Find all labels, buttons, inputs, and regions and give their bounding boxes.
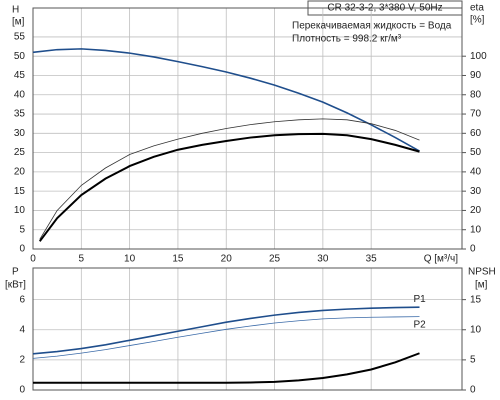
- curve: [33, 352, 420, 384]
- y2-tick-label: 15: [470, 294, 482, 305]
- y2-tick-label: 60: [470, 128, 482, 139]
- y-tick-label: 45: [14, 70, 26, 81]
- y2-tick-label: 80: [470, 89, 482, 100]
- y2-axis-label: NPSH: [468, 267, 496, 278]
- curve: [38, 132, 420, 242]
- y-tick-label: 15: [14, 186, 26, 197]
- y-tick-label: 50: [14, 51, 26, 62]
- curve-label: P2: [413, 319, 426, 330]
- y-tick-label: 55: [14, 32, 26, 43]
- y2-tick-label: 40: [470, 167, 482, 178]
- y2-tick-label: 30: [470, 186, 482, 197]
- x-tick-label: 30: [317, 254, 329, 265]
- y2-tick-label: 5: [470, 355, 476, 366]
- x-tick-label: 10: [124, 254, 136, 265]
- y-tick-label: 0: [19, 244, 25, 255]
- y-axis-unit: [м]: [12, 17, 25, 28]
- x-tick-label: 25: [269, 254, 281, 265]
- y-tick-label: 10: [14, 205, 26, 216]
- y-tick-label: 0: [19, 385, 25, 396]
- y2-axis-label: eta: [470, 3, 484, 14]
- x-tick-label: 5: [79, 254, 85, 265]
- y-tick-label: 5: [19, 224, 25, 235]
- y2-axis-unit: [м]: [475, 280, 488, 291]
- curve: [32, 316, 420, 359]
- y-tick-label: 2: [19, 355, 25, 366]
- y-axis-unit: [кВт]: [5, 280, 26, 291]
- y-tick-label: 30: [14, 128, 26, 139]
- y2-tick-label: 90: [470, 70, 482, 81]
- plot-frame: [32, 7, 463, 250]
- y2-tick-label: 0: [470, 385, 476, 396]
- y2-tick-label: 50: [470, 147, 482, 158]
- y2-tick-label: 20: [470, 205, 482, 216]
- x-tick-label: 20: [221, 254, 233, 265]
- y-tick-label: 25: [14, 147, 26, 158]
- x-tick-label: 0: [30, 254, 36, 265]
- y-tick-label: 40: [14, 89, 26, 100]
- curve: [39, 118, 420, 240]
- y2-tick-label: 10: [470, 224, 482, 235]
- chart-title: CR 32-3-2, 3*380 V, 50Hz: [327, 3, 442, 14]
- y2-tick-label: 10: [470, 324, 482, 335]
- x-axis-label: Q [м³/ч]: [424, 254, 459, 265]
- y-tick-label: 6: [19, 294, 25, 305]
- curve: [32, 48, 420, 152]
- y2-axis-unit: [%]: [470, 15, 485, 26]
- y-tick-label: 20: [14, 167, 26, 178]
- y2-tick-label: 100: [470, 51, 487, 62]
- y-tick-label: 35: [14, 109, 26, 120]
- y-tick-label: 4: [19, 324, 25, 335]
- annotation: Перекачиваемая жидкость = Вода: [292, 21, 452, 32]
- annotation: Плотность = 998.2 кг/м³: [292, 34, 402, 45]
- y-axis-label: H: [12, 5, 19, 16]
- x-tick-label: 15: [172, 254, 184, 265]
- y-axis-label: P: [12, 267, 19, 278]
- y2-tick-label: 70: [470, 109, 482, 120]
- curve-label: P1: [413, 294, 426, 305]
- y2-tick-label: 0: [470, 244, 476, 255]
- x-tick-label: 35: [366, 254, 378, 265]
- plot-frame: [32, 267, 463, 391]
- curve: [32, 306, 420, 355]
